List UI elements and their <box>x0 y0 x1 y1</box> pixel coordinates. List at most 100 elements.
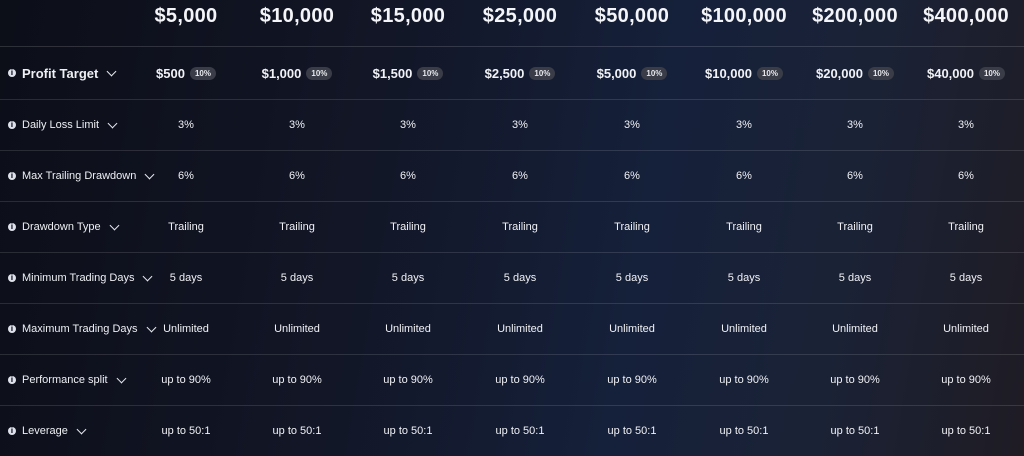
table-cell: Trailing <box>390 221 426 233</box>
plan-amount: $25,000 <box>482 5 558 27</box>
table-cell: up to 90% <box>272 374 322 386</box>
cell-value: $5,000 <box>596 65 637 81</box>
cell-value: $40,000 <box>926 65 974 81</box>
table-cell: 3% <box>736 119 752 131</box>
table-cell: up to 50:1 <box>719 425 769 437</box>
row-header[interactable]: i Daily Loss Limit <box>8 100 118 150</box>
plan-header-row: $5,000 $10,000 $15,000 $25,000 $50,000 $… <box>0 0 1024 47</box>
info-icon[interactable]: i <box>8 325 16 333</box>
table-cell: up to 90% <box>495 374 545 386</box>
table-cell: 3% <box>624 119 640 131</box>
table-cell: 6% <box>400 170 416 182</box>
plan-amount: $100,000 <box>701 5 787 27</box>
table-cell: $1,000 10% <box>241 47 353 99</box>
cell-value: $10,000 <box>704 65 752 81</box>
table-cell: 5 days <box>838 272 872 284</box>
table-cell: Trailing <box>279 221 315 233</box>
row-header[interactable]: i Performance split <box>8 355 127 405</box>
table-cell: up to 90% <box>941 374 991 386</box>
table-cell: Trailing <box>614 221 650 233</box>
percent-badge: 10% <box>756 66 783 80</box>
table-cell: Unlimited <box>497 323 543 335</box>
table-row-drawdown-type: i Drawdown Type Trailing Trailing Traili… <box>0 202 1024 253</box>
chevron-down-icon[interactable] <box>76 424 87 434</box>
table-cell: 6% <box>624 170 640 182</box>
row-label: Max Trailing Drawdown <box>22 170 137 182</box>
row-label: Performance split <box>22 374 108 386</box>
table-cell: $500 10% <box>130 47 242 99</box>
table-cell: 5 days <box>391 272 425 284</box>
table-cell: Unlimited <box>609 323 655 335</box>
row-label: Leverage <box>22 425 68 437</box>
table-cell: 6% <box>289 170 305 182</box>
row-header[interactable]: i Profit Target <box>8 47 117 99</box>
table-cell: up to 90% <box>830 374 880 386</box>
table-row-profit-target: i Profit Target $500 10% $1,000 10% $1,500… <box>0 47 1024 100</box>
chevron-down-icon[interactable] <box>116 373 127 383</box>
table-cell: $2,500 10% <box>464 47 576 99</box>
row-header[interactable]: i Maximum Trading Days <box>8 304 156 354</box>
cell-value: $1,500 <box>372 65 413 81</box>
table-cell: 5 days <box>615 272 649 284</box>
info-icon[interactable]: i <box>8 69 16 77</box>
table-row-leverage: i Leverage up to 50:1 up to 50:1 up to 5… <box>0 406 1024 456</box>
table-row-daily-loss-limit: i Daily Loss Limit 3% 3% 3% 3% 3% 3% 3% … <box>0 100 1024 151</box>
table-cell: up to 90% <box>161 374 211 386</box>
table-cell: 3% <box>512 119 528 131</box>
table-cell: 6% <box>178 170 194 182</box>
table-cell: Trailing <box>948 221 984 233</box>
table-cell: 6% <box>512 170 528 182</box>
table-cell: $40,000 10% <box>910 47 1022 99</box>
table-cell: Unlimited <box>274 323 320 335</box>
table-cell: up to 90% <box>383 374 433 386</box>
table-row-minimum-trading-days: i Minimum Trading Days 5 days 5 days 5 d… <box>0 253 1024 304</box>
info-icon[interactable]: i <box>8 121 16 129</box>
plan-amount: $50,000 <box>594 5 670 27</box>
table-cell: up to 50:1 <box>161 425 211 437</box>
row-label: Drawdown Type <box>22 221 101 233</box>
chevron-down-icon[interactable] <box>109 220 120 230</box>
table-cell: Unlimited <box>943 323 989 335</box>
info-icon[interactable]: i <box>8 376 16 384</box>
plan-amount: $10,000 <box>259 5 335 27</box>
row-label: Profit Target <box>22 65 99 81</box>
table-cell: 5 days <box>169 272 203 284</box>
info-icon[interactable]: i <box>8 274 16 282</box>
percent-badge: 10% <box>641 66 668 80</box>
row-header[interactable]: i Minimum Trading Days <box>8 253 153 303</box>
table-cell: up to 50:1 <box>383 425 433 437</box>
table-cell: 3% <box>289 119 305 131</box>
percent-badge: 10% <box>417 66 444 80</box>
table-cell: Trailing <box>726 221 762 233</box>
chevron-down-icon[interactable] <box>106 66 117 76</box>
table-row-max-trailing-drawdown: i Max Trailing Drawdown 6% 6% 6% 6% 6% 6… <box>0 151 1024 202</box>
row-header[interactable]: i Max Trailing Drawdown <box>8 151 155 201</box>
percent-badge: 10% <box>529 66 556 80</box>
table-cell: up to 50:1 <box>495 425 545 437</box>
percent-badge: 10% <box>189 66 216 80</box>
table-cell: $10,000 10% <box>688 47 800 99</box>
chevron-down-icon[interactable] <box>107 118 118 128</box>
cell-value: $20,000 <box>815 65 863 81</box>
table-cell: 5 days <box>280 272 314 284</box>
table-cell: 3% <box>178 119 194 131</box>
table-cell: Trailing <box>168 221 204 233</box>
table-cell: Trailing <box>837 221 873 233</box>
row-header[interactable]: i Drawdown Type <box>8 202 120 252</box>
table-row-performance-split: i Performance split up to 90% up to 90% … <box>0 355 1024 406</box>
row-label: Maximum Trading Days <box>22 323 138 335</box>
info-icon[interactable]: i <box>8 427 16 435</box>
table-cell: 6% <box>736 170 752 182</box>
info-icon[interactable]: i <box>8 223 16 231</box>
row-label: Daily Loss Limit <box>22 119 100 131</box>
table-cell: up to 50:1 <box>941 425 991 437</box>
table-cell: Unlimited <box>721 323 767 335</box>
plan-amount: $400,000 <box>923 5 1009 27</box>
table-cell: $1,500 10% <box>352 47 464 99</box>
info-icon[interactable]: i <box>8 172 16 180</box>
row-header[interactable]: i Leverage <box>8 406 87 456</box>
table-cell: 6% <box>958 170 974 182</box>
percent-badge: 10% <box>867 66 894 80</box>
table-cell: $20,000 10% <box>799 47 911 99</box>
